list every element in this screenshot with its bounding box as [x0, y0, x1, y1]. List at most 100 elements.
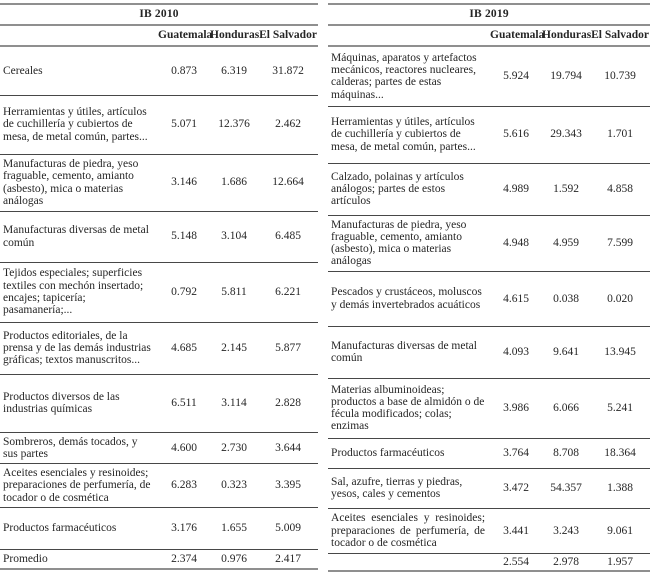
cell-value: 6.485 [258, 211, 319, 263]
row-label: Aceites esenciales y resinoides; prepara… [328, 508, 491, 554]
table-row: Materias albuminoideas; productos a base… [328, 378, 650, 439]
cell-value: 0.038 [542, 271, 591, 327]
cell-value: 2.145 [210, 322, 258, 375]
row-label [328, 553, 490, 571]
column-header-el-salvador: El Salvador [590, 25, 650, 47]
cell-value: 4.093 [490, 326, 543, 379]
row-label: Tejidos especiales; superficies textiles… [0, 262, 158, 323]
cell-value: 18.364 [590, 438, 650, 469]
table-row: Manufacturas diversas de metal común 4.09… [328, 326, 650, 379]
table-title-ib-2010: IB 2010 [0, 4, 319, 26]
cell-value: 2.462 [258, 95, 319, 155]
cell-value: 3.395 [258, 463, 319, 508]
cell-value: 12.376 [210, 95, 258, 155]
row-label: Sombreros, demás tocados, y sus partes [0, 432, 158, 465]
cell-value: 6.283 [158, 463, 210, 508]
cell-value: 5.616 [490, 106, 543, 164]
table-row: 2.554 2.978 1.957 [328, 553, 650, 571]
cell-value: 1.957 [607, 555, 633, 568]
table-header-row: IB 2010 [0, 4, 319, 26]
cell-value: 5.924 [490, 46, 543, 107]
row-label: Productos diversos de las industrias quí… [0, 374, 158, 433]
column-header-honduras: Honduras [210, 25, 259, 47]
cell-value: 3.114 [210, 374, 258, 433]
column-header-row: Guatemala Honduras El Salvador [0, 25, 319, 47]
cell-value: 5.811 [210, 262, 258, 323]
cell-value: 3.146 [158, 154, 210, 212]
row-label: Manufacturas de piedra, yeso fraguable, … [328, 215, 491, 272]
table-row: Pescados y crustáceos, moluscos y demás … [328, 271, 650, 327]
cell-value: 1.701 [590, 106, 650, 164]
cell-value: 12.664 [258, 154, 319, 212]
cell-value: 5.009 [258, 507, 319, 550]
cell-value: 5.148 [158, 211, 210, 263]
cell-value: 0.792 [158, 262, 210, 323]
column-header-el-salvador: El Salvador [258, 25, 319, 47]
cell-value: 6.319 [210, 46, 258, 96]
row-label: Pescados y crustáceos, moluscos y demás … [328, 271, 491, 327]
cell-value: 3.472 [490, 468, 543, 509]
table-row: Calzado, polainas y artículos análogos; … [328, 163, 650, 216]
table-row: Tejidos especiales; superficies textiles… [0, 262, 319, 323]
empty-corner-cell [0, 25, 158, 47]
cell-value: 4.858 [590, 163, 650, 216]
table-title-ib-2019: IB 2019 [328, 4, 650, 26]
table-body: Cereales 0.873 6.319 31.872 Herramientas y ú… [0, 46, 319, 569]
cell-value: 29.343 [542, 106, 591, 164]
table-row: Manufacturas diversas de metal común 5.14… [0, 211, 319, 263]
ib-2019-table: IB 2019 Guatemala Honduras El Salvador M… [328, 3, 650, 572]
row-label: Máquinas, aparatos y artefactos mecánico… [328, 46, 491, 107]
empty-corner-cell [328, 25, 491, 47]
cell-value: 5.241 [590, 378, 650, 439]
cell-value: 5.877 [258, 322, 319, 375]
column-header-guatemala: Guatemala [158, 25, 212, 47]
cell-value: 31.872 [258, 46, 319, 96]
cell-value: 7.599 [590, 215, 650, 272]
cell-value: 3.986 [490, 378, 543, 439]
cell-value: 3.764 [490, 438, 543, 469]
cell-value: 4.615 [490, 271, 543, 327]
cell-value: 2.978 [553, 555, 579, 568]
table-body: Máquinas, aparatos y artefactos mecánico… [328, 46, 650, 571]
cell-value: 4.948 [490, 215, 543, 272]
cell-value: 3.441 [490, 508, 543, 554]
row-label: Productos farmacéuticos [328, 438, 491, 469]
row-label: Herramientas y útiles, artículos de cuch… [0, 95, 158, 155]
ib-2010-table: IB 2010 Guatemala Honduras El Salvador C… [0, 3, 319, 571]
cell-value: 6.221 [258, 262, 319, 323]
row-label: Herramientas y útiles, artículos de cuch… [328, 106, 491, 164]
cell-value: 4.600 [158, 432, 210, 465]
cell-value: 1.655 [210, 507, 258, 550]
row-label: Manufacturas de piedra, yeso fraguable, … [0, 154, 158, 212]
row-label: Productos editoriales, de la prensa y de… [0, 322, 158, 375]
table-row: Productos farmacéuticos 3.176 1.655 5.009 [0, 507, 319, 550]
table-row: Aceites esenciales y resinoides; prepara… [328, 508, 650, 554]
cell-value: 1.686 [210, 154, 258, 212]
row-label: Promedio [3, 552, 48, 565]
cell-value: 6.066 [542, 378, 591, 439]
cell-value: 1.592 [542, 163, 591, 216]
cell-value: 3.243 [542, 508, 591, 554]
table-row: Manufacturas de piedra, yeso fraguable, … [328, 215, 650, 272]
cell-value: 0.020 [590, 271, 650, 327]
cell-value: 10.739 [590, 46, 650, 107]
row-label: Aceites esenciales y resinoides; prepara… [0, 463, 158, 508]
cell-value: 54.357 [542, 468, 591, 509]
cell-value: 2.374 [171, 552, 197, 565]
column-header-guatemala: Guatemala [490, 25, 544, 47]
cell-value: 0.976 [221, 552, 247, 565]
row-label: Sal, azufre, tierras y piedras, yesos, c… [328, 468, 491, 509]
table-row: Manufacturas de piedra, yeso fraguable, … [0, 154, 319, 212]
table-row: Herramientas y útiles, artículos de cuch… [328, 106, 650, 164]
table-row: Cereales 0.873 6.319 31.872 [0, 46, 319, 96]
table-row: Aceites esenciales y resinoides; prepara… [0, 463, 319, 508]
table-row: Promedio 2.374 0.976 2.417 [0, 549, 318, 569]
row-label: Materias albuminoideas; productos a base… [328, 378, 491, 439]
cell-value: 6.511 [158, 374, 210, 433]
table-row: Herramientas y útiles, artículos de cuch… [0, 95, 319, 155]
cell-value: 2.828 [258, 374, 319, 433]
cell-value: 2.730 [210, 432, 258, 465]
cell-value: 9.641 [542, 326, 591, 379]
cell-value: 3.104 [210, 211, 258, 263]
